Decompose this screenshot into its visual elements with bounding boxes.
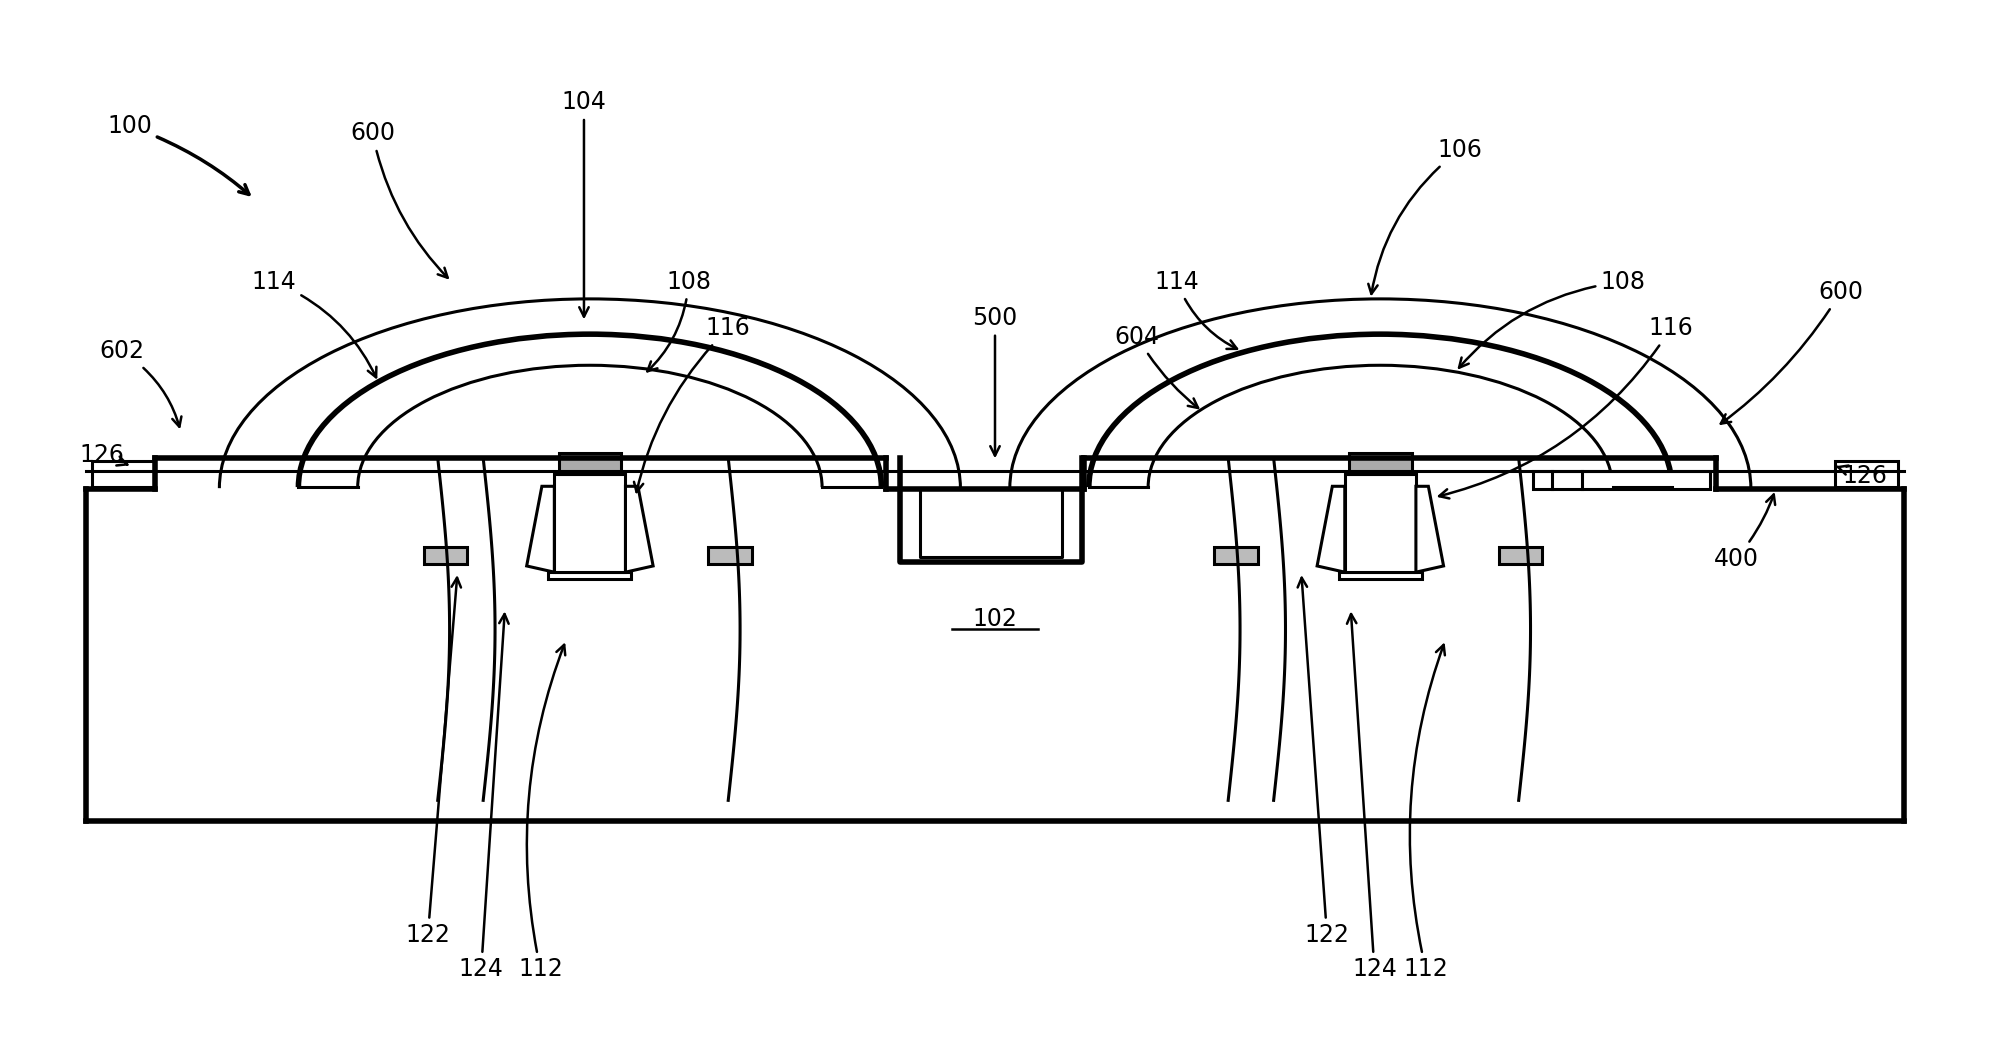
Text: 400: 400: [1713, 494, 1774, 571]
Text: 102: 102: [973, 606, 1016, 631]
Bar: [91, 461, 155, 487]
Bar: [1498, 548, 1541, 564]
Bar: [708, 548, 752, 564]
Text: 500: 500: [973, 306, 1016, 456]
Text: 600: 600: [1720, 281, 1862, 424]
Bar: [555, 474, 625, 572]
Text: 106: 106: [1368, 138, 1482, 294]
Text: 114: 114: [1154, 270, 1237, 349]
Bar: [86, 485, 1903, 821]
Text: 116: 116: [634, 316, 750, 492]
Polygon shape: [1317, 487, 1345, 572]
Bar: [424, 548, 467, 564]
Text: 126: 126: [80, 442, 127, 467]
Bar: [1345, 474, 1416, 572]
Bar: [1213, 548, 1257, 564]
Bar: [1349, 453, 1410, 474]
Text: 122: 122: [1297, 578, 1349, 947]
Polygon shape: [527, 487, 555, 572]
Text: 604: 604: [1114, 325, 1197, 408]
Text: 124: 124: [1347, 614, 1396, 982]
Bar: [1532, 471, 1709, 489]
Text: 104: 104: [561, 90, 607, 316]
Bar: [1834, 461, 1898, 487]
Polygon shape: [625, 487, 652, 572]
Text: 116: 116: [1438, 316, 1693, 498]
Polygon shape: [1416, 487, 1442, 572]
Bar: [559, 453, 621, 474]
Text: 122: 122: [406, 578, 461, 947]
Text: 114: 114: [251, 270, 376, 377]
Text: 602: 602: [99, 339, 181, 427]
Text: 124: 124: [459, 614, 509, 982]
Text: 108: 108: [646, 270, 710, 371]
Text: 126: 126: [1836, 463, 1886, 488]
Bar: [1339, 572, 1420, 579]
Text: 112: 112: [1402, 645, 1448, 982]
Text: 100: 100: [107, 115, 249, 194]
Text: 600: 600: [350, 122, 448, 277]
Text: 112: 112: [517, 645, 565, 982]
Bar: [549, 572, 631, 579]
Text: 108: 108: [1458, 270, 1645, 368]
